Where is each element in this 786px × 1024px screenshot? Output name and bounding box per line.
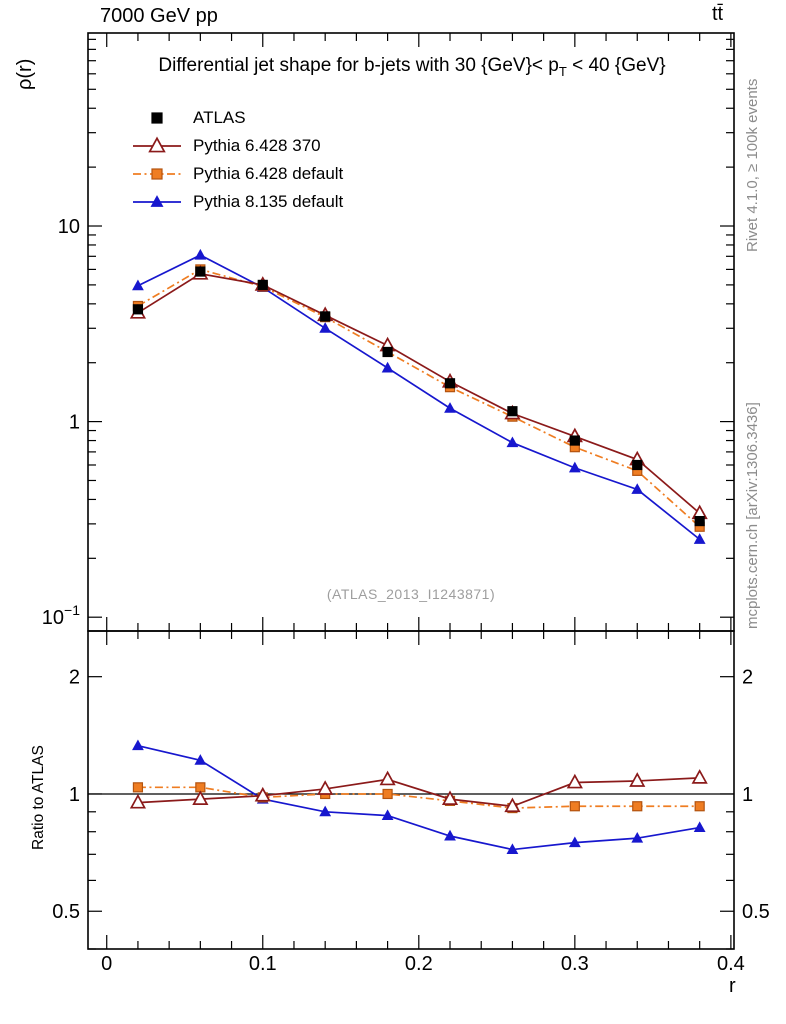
marker-triangle [132, 739, 144, 751]
legend-item-pythia6-default: Pythia 6.428 default [130, 160, 343, 188]
marker-square [320, 311, 331, 322]
marker-triangle [693, 533, 706, 544]
mcplots-reference-note: mcplots.cern.ch [arXiv:1306.3436] [744, 402, 761, 629]
marker-square [195, 266, 206, 277]
plot-title-text: Differential jet shape for b-jets with 3… [158, 55, 559, 76]
marker-open-triangle [504, 797, 521, 813]
plot-title: Differential jet shape for b-jets with 3… [90, 55, 734, 79]
series-line [137, 744, 700, 851]
legend-label-pythia6-default: Pythia 6.428 default [193, 164, 344, 183]
marker-square [382, 788, 393, 800]
marker-square [132, 782, 144, 793]
marker-open-triangle [566, 773, 583, 789]
x-tick-label: 0.4 [717, 953, 745, 975]
ratio-tick-label: 1 [69, 784, 80, 806]
marker-square [507, 406, 518, 417]
marker-triangle [444, 402, 456, 413]
marker-triangle [631, 483, 644, 494]
marker-open-triangle [629, 772, 646, 787]
ratio-tick-label-right: 0.5 [742, 901, 770, 923]
y-tick-label: 1 [69, 412, 80, 434]
x-tick-label: 0 [101, 953, 112, 975]
ratio-y-axis-label: Ratio to ATLAS [30, 745, 47, 850]
ratio-tick-label-right: 1 [742, 784, 753, 806]
marker-square [632, 801, 643, 812]
series-line [137, 268, 701, 528]
marker-square [257, 279, 268, 290]
marker-triangle [444, 829, 456, 841]
ratio-tick-label-right: 2 [742, 667, 753, 689]
plot-title-text-end: < 40 {GeV} [566, 55, 666, 76]
series-line [137, 272, 701, 514]
marker-open-triangle [379, 770, 396, 786]
marker-square [694, 515, 705, 527]
series-line [137, 776, 700, 808]
marker-square [382, 346, 393, 358]
legend-item-pythia6-370: Pythia 6.428 370 [130, 132, 343, 160]
main-y-axis-label: ρ(r) [14, 58, 36, 90]
marker-triangle [568, 461, 581, 473]
marker-square [132, 304, 144, 315]
marker-triangle [693, 821, 706, 833]
marker-square [632, 459, 643, 471]
marker-open-triangle [691, 769, 708, 784]
marker-open-triangle [254, 786, 271, 802]
legend-label-pythia6-370: Pythia 6.428 370 [193, 136, 321, 155]
legend-label-pythia8-default: Pythia 8.135 default [193, 192, 344, 211]
plot-title-subscript: T [558, 64, 567, 79]
y-tick-label: 10 [58, 216, 80, 238]
rivet-version-note: Rivet 4.1.0, ≥ 100k events [744, 78, 761, 252]
marker-triangle [194, 248, 207, 260]
ratio-tick-label: 0.5 [52, 901, 80, 923]
marker-open-triangle [192, 790, 209, 806]
marker-triangle [319, 322, 332, 333]
marker-open-triangle [317, 780, 334, 795]
legend-marker-pythia6-370-icon [133, 136, 181, 153]
marker-square [151, 112, 163, 124]
legend-marker-pythia8-default-icon [133, 195, 181, 207]
marker-triangle [506, 436, 519, 448]
marker-square [151, 168, 163, 180]
marker-open-triangle [129, 793, 147, 809]
ratio-tick-label: 2 [69, 667, 80, 689]
marker-triangle [132, 279, 144, 291]
marker-triangle [319, 805, 332, 817]
marker-square [444, 378, 456, 389]
marker-triangle [150, 195, 164, 207]
x-tick-label: 0.1 [249, 953, 277, 975]
process-label: tt̄ [712, 3, 724, 25]
legend-label-atlas: ATLAS [193, 108, 246, 127]
series-line [137, 254, 701, 541]
legend-item-atlas: ATLAS [130, 104, 343, 132]
marker-square [569, 801, 580, 812]
marker-triangle [381, 809, 394, 821]
marker-triangle [568, 836, 581, 848]
y-tick-label: 10−1 [42, 602, 80, 629]
x-tick-label: 0.3 [561, 953, 589, 975]
marker-triangle [194, 754, 207, 765]
legend-marker-atlas-icon [151, 112, 163, 124]
panel-frame [87, 630, 735, 950]
analysis-id-watermark: (ATLAS_2013_I1243871) [326, 586, 496, 602]
legend-marker-pythia6-default-icon [133, 168, 181, 180]
beam-energy-label: 7000 GeV pp [100, 5, 218, 27]
marker-open-triangle [441, 790, 459, 806]
marker-open-triangle [148, 136, 166, 153]
legend-item-pythia8-default: Pythia 8.135 default [130, 188, 343, 216]
marker-square [569, 435, 580, 446]
legend: ATLAS Pythia 6.428 370 Pythia 6.428 defa… [130, 104, 343, 216]
marker-triangle [631, 831, 644, 843]
marker-square [694, 801, 705, 812]
x-tick-label: 0.2 [405, 953, 433, 975]
x-axis-label: r [729, 975, 736, 997]
marker-triangle [506, 843, 519, 855]
marker-triangle [381, 361, 394, 373]
